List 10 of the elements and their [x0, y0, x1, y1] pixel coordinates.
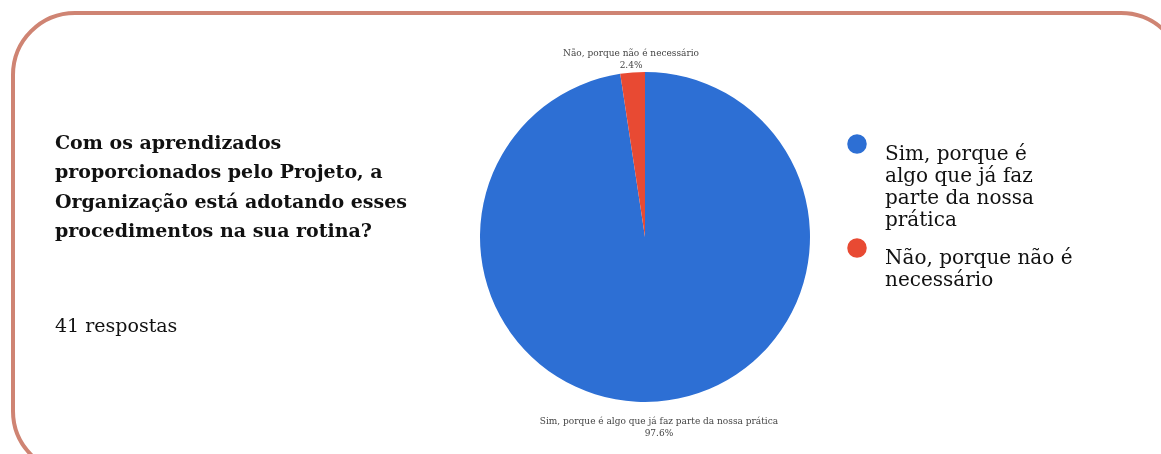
data-label: 97.6% [644, 428, 674, 439]
data-label: 2.4% [619, 59, 643, 70]
legend-label: Não, porque não é necessário [885, 245, 1073, 291]
pie-slice [480, 72, 810, 402]
slice-label: Sim, porque é algo que já faz parte da nossa prática [539, 416, 779, 427]
text: Com os aprendizados proporcionados pelo Projeto, a Organização está adotando esses procedimentos na sua rotina? [55, 130, 408, 244]
pie-slice [620, 72, 645, 237]
slice-label: Não, porque não é necessário [563, 47, 700, 58]
text: 41 respostas [55, 314, 178, 336]
legend-label: Sim, porque é algo que já faz parte da nossa prática [885, 141, 1035, 231]
